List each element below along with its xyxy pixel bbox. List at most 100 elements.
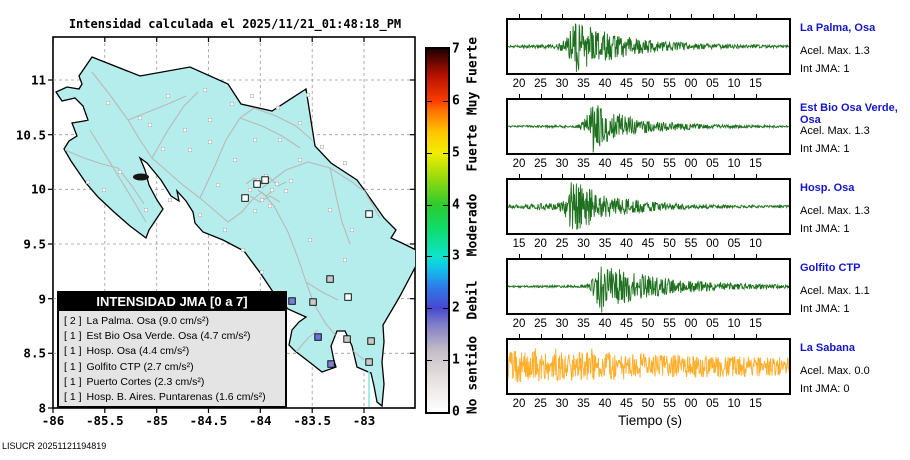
seismogram-x-tick-label: 50	[641, 398, 655, 410]
seismogram-x-tick-label: 15	[749, 398, 762, 410]
seismogram-axis-tick	[583, 254, 585, 258]
colorbar-notch	[443, 360, 448, 362]
seismogram-x-tick-label: 25	[555, 238, 569, 250]
seismogram-x-tick-label: 00	[684, 158, 698, 170]
station-marker	[148, 123, 152, 127]
seismogram-x-tick-label: 35	[577, 398, 590, 410]
seismogram-x-tick-label: 00	[684, 78, 698, 90]
seismogram-axis-tick	[540, 174, 542, 178]
colorbar-tick-label: 3	[452, 248, 460, 264]
colorbar-tick-label: 0	[452, 404, 460, 420]
map-x-tick-label: -83.5	[293, 413, 332, 428]
legend-item: [ 2 ] La Palma. Osa (9.0 cm/s²)	[59, 314, 285, 329]
seismogram-axis-tick	[583, 14, 585, 18]
legend-item-label: Golfito CTP (2.7 cm/s²)	[86, 360, 194, 373]
legend-item-label: Hosp. Osa (4.4 cm/s²)	[86, 345, 190, 358]
seismogram-axis-tick	[669, 334, 671, 338]
map-y-tick-label: 8.5	[23, 345, 46, 361]
map-x-tick-label: -85.5	[85, 413, 124, 428]
seismogram-axis-tick	[562, 94, 563, 98]
legend-item-intensity: [ 2 ]	[64, 315, 82, 327]
colorbar-notch	[427, 152, 432, 154]
station-marker	[183, 128, 187, 132]
map-x-tick-label: -84	[249, 413, 272, 428]
seismogram-x-tick-label: 35	[598, 238, 612, 250]
seismogram-axis-tick	[734, 14, 735, 18]
seismogram-x-tick-label: 10	[727, 158, 741, 170]
seismogram-axis-tick	[669, 254, 671, 258]
seismogram-x-tick-label: 25	[534, 398, 547, 410]
station-marker	[216, 183, 220, 187]
seismogram-x-tick-label: 20	[512, 158, 526, 170]
colorbar-notch	[427, 100, 432, 102]
seismogram-x-tick-label: 05	[706, 78, 719, 90]
seismogram-x-tick-label: 45	[620, 78, 633, 90]
seismogram-axis-tick	[691, 254, 692, 258]
station-marker	[106, 101, 110, 105]
station-marker	[320, 145, 324, 149]
seismogram-trace	[507, 182, 790, 230]
station-marker	[278, 138, 282, 142]
legend-item-label: Hosp. B. Aires. Puntarenas (1.6 cm/s²)	[86, 391, 266, 404]
seismogram-plot	[507, 23, 790, 73]
seismogram-axis-tick	[648, 14, 649, 18]
station-jma-label: Int JMA: 1	[800, 143, 850, 155]
seismogram-x-tick-label: 30	[555, 318, 569, 330]
seismogram-x-tick-label: 45	[641, 238, 655, 250]
seismogram-axis-tick	[691, 174, 692, 178]
seismogram-axis-tick	[648, 334, 649, 338]
seismogram-axis-tick	[519, 14, 520, 18]
seismogram-panel-5	[506, 338, 791, 395]
seismogram-x-tick-label: 25	[534, 158, 547, 170]
seismogram-x-tick-label: 05	[727, 238, 741, 250]
station-marker	[166, 94, 170, 98]
seismogram-axis-tick	[605, 334, 606, 338]
seismogram-axis-tick	[691, 14, 692, 18]
seismogram-x-tick-label: 20	[534, 238, 547, 250]
colorbar-tick-label: 2	[452, 300, 460, 316]
seismogram-x-tick-label: 55	[684, 238, 698, 250]
seismogram-axis-tick	[626, 334, 628, 338]
seismogram-x-tick-label: 50	[641, 158, 655, 170]
intensity-station-marker	[327, 360, 335, 368]
colorbar-tick-label: 7	[452, 41, 460, 57]
seismogram-axis-tick	[712, 254, 714, 258]
colorbar-notch	[443, 100, 448, 102]
seismogram-x-tick-label: 35	[577, 318, 590, 330]
station-marker	[268, 204, 272, 208]
station-marker	[260, 270, 264, 274]
station-marker	[253, 209, 257, 213]
station-name-label: Est Bio Osa Verde, Osa	[800, 102, 898, 126]
map-x-tick-label: -86	[41, 413, 65, 428]
seismogram-x-tick-label: 40	[598, 398, 612, 410]
station-marker	[343, 258, 347, 262]
colorbar-tick-label: 5	[452, 145, 460, 161]
legend-item: [ 1 ] Golfito CTP (2.7 cm/s²)	[59, 360, 285, 375]
station-marker	[223, 228, 227, 232]
seismogram-axis-tick	[734, 174, 735, 178]
seismogram-x-tick-label: 40	[598, 318, 612, 330]
colorbar-category-label: Muy Fuerte	[465, 36, 481, 116]
station-marker	[250, 94, 254, 98]
seismogram-x-tick-label: 30	[555, 158, 569, 170]
seismogram-x-tick-label: 50	[641, 78, 655, 90]
station-marker	[161, 147, 165, 151]
seismogram-x-tick-label: 25	[534, 78, 547, 90]
seismogram-axis-tick	[712, 94, 714, 98]
legend-item-intensity: [ 1 ]	[64, 375, 82, 388]
seismogram-axis-tick	[583, 174, 585, 178]
station-marker	[298, 158, 302, 162]
intensity-legend: INTENSIDAD JMA [0 a 7] [ 2 ] La Palma. Os…	[57, 291, 287, 408]
seismogram-x-tick-label: 45	[620, 398, 633, 410]
seismogram-x-tick-label: 00	[706, 238, 719, 250]
station-marker	[241, 248, 245, 252]
seismogram-axis-tick	[519, 94, 520, 98]
station-marker	[203, 88, 207, 92]
legend-item-intensity: [ 1 ]	[64, 345, 82, 358]
map-x-tick-label: -84.5	[189, 413, 228, 428]
seismogram-x-tick-label: 55	[663, 318, 676, 330]
seismogram-trace	[507, 23, 790, 73]
colorbar-tick-label: 4	[452, 197, 460, 213]
time-axis-label: Tiempo (s)	[617, 413, 682, 428]
seismogram-x-tick-label: 40	[620, 238, 633, 250]
